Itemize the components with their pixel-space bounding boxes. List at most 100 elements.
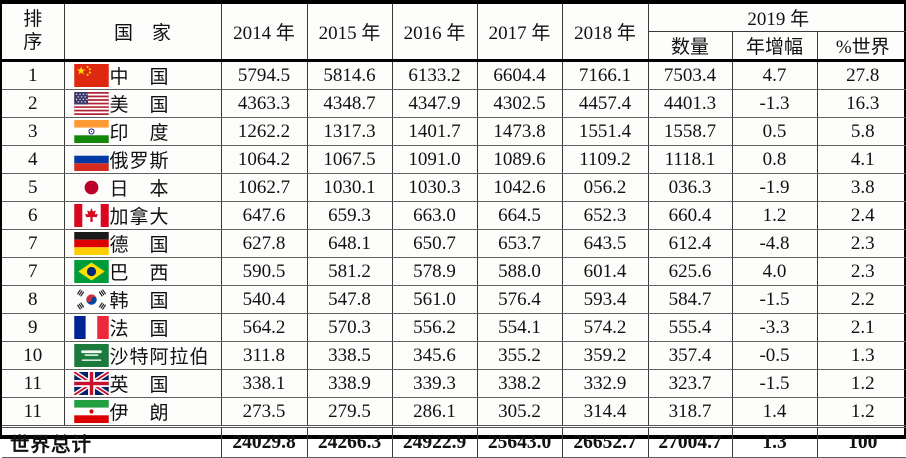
value-cell: 286.1 bbox=[391, 397, 478, 427]
country-wrap: 德 国 bbox=[65, 231, 220, 257]
russia-flag bbox=[73, 148, 109, 171]
value-cell: 1067.5 bbox=[306, 145, 393, 174]
country-cell: 日 本 bbox=[63, 173, 222, 202]
country-row: 2 美 国 4363.3 4348.7 4347.9 4302.5 4457.4… bbox=[2, 89, 906, 118]
rank-cell: 8 bbox=[2, 285, 65, 314]
value-cell: 555.4 bbox=[647, 313, 733, 342]
country-name: 法 国 bbox=[109, 319, 170, 340]
value-cell: 2.4 bbox=[816, 201, 906, 230]
value-cell: 564.2 bbox=[220, 313, 308, 342]
value-cell: 581.2 bbox=[306, 257, 393, 286]
iran-flag bbox=[73, 400, 109, 423]
brazil-flag bbox=[73, 260, 109, 283]
country-row: 11 英 国 338.1 338.9 339.3 338.2 332.9 323… bbox=[2, 369, 906, 398]
value-cell: 7166.1 bbox=[561, 60, 649, 90]
country-cell: 伊 朗 bbox=[63, 397, 222, 427]
value-cell: 1.2 bbox=[731, 201, 818, 230]
country-cell: 法 国 bbox=[63, 313, 222, 342]
rank-cell: 5 bbox=[2, 173, 65, 202]
value-cell: 1064.2 bbox=[220, 145, 308, 174]
value-cell: 318.7 bbox=[647, 397, 733, 427]
header-annual-growth: 年增幅 bbox=[731, 31, 818, 62]
country-cell: 印 度 bbox=[63, 117, 222, 146]
country-row: 9 法 国 564.2 570.3 556.2 554.1 574.2 555.… bbox=[2, 313, 906, 342]
country-name: 中 国 bbox=[109, 67, 170, 88]
value-cell: 4347.9 bbox=[391, 89, 478, 118]
value-cell: 1551.4 bbox=[561, 117, 649, 146]
rank-cell: 3 bbox=[2, 117, 65, 146]
header-year-2019: 2019 年 bbox=[647, 4, 906, 32]
rank-cell: 9 bbox=[2, 313, 65, 342]
header-year-2014: 2014 年 bbox=[220, 4, 308, 62]
country-name: 英 国 bbox=[109, 375, 170, 396]
value-cell: 1262.2 bbox=[220, 117, 308, 146]
value-cell: 663.0 bbox=[391, 201, 478, 230]
value-cell: 556.2 bbox=[391, 313, 478, 342]
country-cell: 韩 国 bbox=[63, 285, 222, 314]
value-cell: 7503.4 bbox=[647, 60, 733, 90]
value-cell: 2.3 bbox=[816, 257, 906, 286]
value-cell: -1.5 bbox=[731, 369, 818, 398]
value-cell: 593.4 bbox=[561, 285, 649, 314]
country-cell: 英 国 bbox=[63, 369, 222, 398]
country-cell: 沙特阿拉伯 bbox=[63, 341, 222, 370]
value-cell: -3.3 bbox=[731, 313, 818, 342]
value-cell: 359.2 bbox=[561, 341, 649, 370]
value-cell: 16.3 bbox=[816, 89, 906, 118]
canada-flag bbox=[73, 204, 109, 227]
world-total-label: 世界总计 bbox=[2, 425, 222, 458]
total-value-2018: 26652.7 bbox=[561, 425, 649, 458]
country-cell: 巴 西 bbox=[63, 257, 222, 286]
value-cell: 4363.3 bbox=[220, 89, 308, 118]
value-cell: 338.2 bbox=[476, 369, 563, 398]
country-wrap: 加拿大 bbox=[65, 203, 220, 229]
japan-flag bbox=[73, 176, 109, 199]
header-rank-line1: 排 bbox=[23, 8, 43, 30]
rank-cell: 10 bbox=[2, 341, 65, 370]
value-cell: 4401.3 bbox=[647, 89, 733, 118]
value-cell: 653.7 bbox=[476, 229, 563, 258]
value-cell: 345.6 bbox=[391, 341, 478, 370]
value-cell: 664.5 bbox=[476, 201, 563, 230]
india-flag bbox=[73, 120, 109, 143]
value-cell: 3.8 bbox=[816, 173, 906, 202]
value-cell: 4348.7 bbox=[306, 89, 393, 118]
country-ranking-table: 排 序 国 家 2014 年 2015 年 2016 年 2017 年 2018… bbox=[2, 4, 906, 458]
value-cell: 305.2 bbox=[476, 397, 563, 427]
rank-cell: 6 bbox=[2, 201, 65, 230]
value-cell: 4.0 bbox=[731, 257, 818, 286]
value-cell: 357.4 bbox=[647, 341, 733, 370]
country-wrap: 伊 朗 bbox=[65, 399, 220, 426]
header-rank-stack: 排 序 bbox=[2, 8, 63, 55]
value-cell: 576.4 bbox=[476, 285, 563, 314]
country-name: 印 度 bbox=[109, 123, 170, 144]
table-footer: 世界总计 24029.8 24266.3 24922.9 25643.0 266… bbox=[2, 425, 906, 458]
country-wrap: 印 度 bbox=[65, 119, 220, 145]
total-value-2015: 24266.3 bbox=[306, 425, 393, 458]
value-cell: 625.6 bbox=[647, 257, 733, 286]
country-cell: 加拿大 bbox=[63, 201, 222, 230]
country-name: 韩 国 bbox=[109, 291, 170, 312]
world-total-row: 世界总计 24029.8 24266.3 24922.9 25643.0 266… bbox=[2, 425, 906, 458]
value-cell: 273.5 bbox=[220, 397, 308, 427]
header-year-2016: 2016 年 bbox=[391, 4, 478, 62]
rank-cell: 11 bbox=[2, 397, 65, 427]
value-cell: 648.1 bbox=[306, 229, 393, 258]
header-year-2017: 2017 年 bbox=[476, 4, 563, 62]
saudi-flag bbox=[73, 344, 109, 367]
value-cell: 540.4 bbox=[220, 285, 308, 314]
value-cell: 1558.7 bbox=[647, 117, 733, 146]
total-value-share: 100 bbox=[816, 425, 906, 458]
value-cell: 332.9 bbox=[561, 369, 649, 398]
country-name: 日 本 bbox=[109, 179, 170, 200]
country-name: 加拿大 bbox=[109, 207, 170, 228]
france-flag bbox=[73, 316, 109, 339]
total-value-2014: 24029.8 bbox=[220, 425, 308, 458]
country-row: 10 沙特阿拉伯 311.8 338.5 345.6 355.2 359.2 3… bbox=[2, 341, 906, 370]
header-row-main: 排 序 国 家 2014 年 2015 年 2016 年 2017 年 2018… bbox=[2, 4, 906, 62]
value-cell: 659.3 bbox=[306, 201, 393, 230]
country-wrap: 韩 国 bbox=[65, 287, 220, 313]
value-cell: 338.9 bbox=[306, 369, 393, 398]
value-cell: -1.3 bbox=[731, 89, 818, 118]
value-cell: 314.4 bbox=[561, 397, 649, 427]
